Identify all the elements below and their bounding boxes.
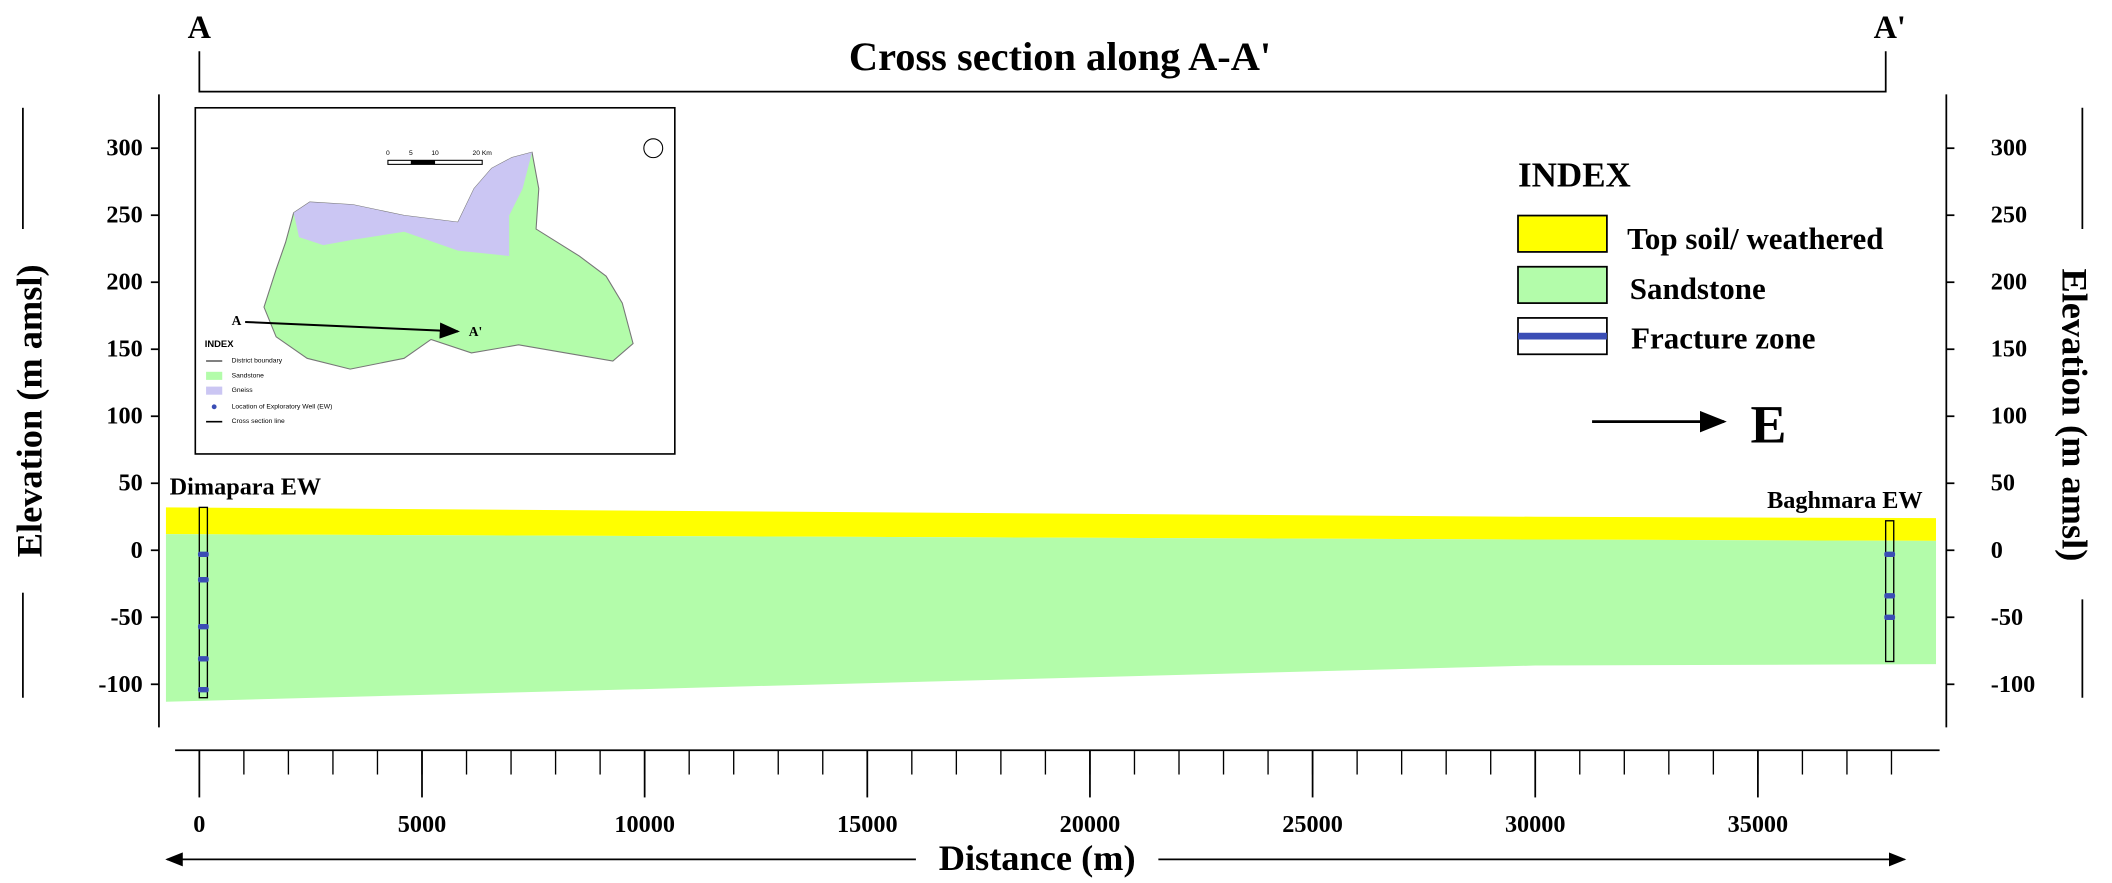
legend-title: INDEX [1518,156,1631,195]
y-tick-label-right: 50 [1991,470,2015,497]
inset-scale-label: 20 Km [472,150,492,157]
inset-legend-item: Gneiss [232,387,254,394]
fracture [197,551,209,557]
y-tick-label: 300 [106,135,142,162]
fracture [197,577,209,583]
fracture [1884,593,1896,599]
fracture [1884,614,1896,620]
x-tick-label: 30000 [1505,811,1566,838]
legend-label: Fracture zone [1631,321,1815,356]
layers [165,507,1937,702]
fracture [1884,551,1896,557]
fracture [197,656,209,662]
well-column [198,506,209,699]
inset-section-line [245,320,460,339]
inset-legend-item: Cross section line [232,418,285,425]
layer [165,534,1937,702]
layer [165,507,1937,541]
y-tick-label: 0 [131,537,143,564]
section-bracket [198,51,1887,93]
inset-gneiss [293,152,533,256]
inset-legend-key [211,404,217,410]
y-tick-label-right: 300 [1991,135,2027,162]
legend-key [1517,214,1608,253]
y-tick-label-right: 0 [1991,537,2003,564]
y-tick-label: 250 [106,202,142,229]
y-tick-label: 50 [119,470,143,497]
y-tick-label: -100 [98,671,142,698]
well-label: Dimapara EW [170,474,321,501]
y-tick-label: -50 [110,604,142,631]
x-tick-label: 0 [193,811,205,838]
x-tick-label: 20000 [1060,811,1121,838]
y-tick-label: 100 [106,403,142,430]
section-start: A [188,9,212,45]
fracture [197,686,209,693]
inset-legend-item: Location of Exploratory Well (EW) [232,403,333,410]
x-tick-label: 25000 [1282,811,1343,838]
inset-legend-key [206,386,223,395]
inset-compass [643,138,664,159]
inset-legend-item: District boundary [232,358,283,365]
y-tick-label-right: -50 [1991,604,2023,631]
inset-point-label: A [232,313,242,328]
y-axis-title: Elevation (m amsl) [10,264,50,557]
chart-title: Cross section along A-A' [849,34,1271,79]
inset-legend-item: Sandstone [232,372,264,379]
inset-legend-key [206,371,223,380]
y-tick-label-right: 200 [1991,269,2027,296]
x-tick-label: 35000 [1728,811,1789,838]
x-axis-title: Distance (m) [939,838,1136,878]
well-label: Baghmara EW [1767,487,1923,514]
inset-scale-bar [410,160,436,165]
y-tick-label-right: -100 [1991,671,2035,698]
y-tick-label: 200 [106,269,142,296]
inset-map: A A' 0 5 10 20 Km INDEX District boundar… [194,106,676,455]
legend-label: Sandstone [1630,271,1766,306]
inset-scale-label: 10 [431,150,439,157]
y-axis-title-right: Elevation (m amsl) [2054,268,2094,561]
x-tick-label: 15000 [837,811,898,838]
y-tick-label-right: 150 [1991,336,2027,363]
fracture [197,623,209,630]
y-tick-label-right: 100 [1991,403,2027,430]
inset-legend-title: INDEX [205,338,234,349]
inset-scale-label: 5 [409,150,413,157]
x-tick-label: 5000 [398,811,446,838]
well-column [1884,520,1895,663]
legend-key [1517,265,1608,304]
legend-label: Top soil/ weathered [1627,221,1883,256]
inset-point-label: A' [469,324,482,339]
section-end: A' [1874,9,1906,45]
inset-scale-label: 0 [386,150,390,157]
x-tick-label: 10000 [614,811,675,838]
y-tick-label-right: 250 [1991,202,2027,229]
y-tick-label: 150 [106,336,142,363]
direction-label: E [1751,394,1787,454]
